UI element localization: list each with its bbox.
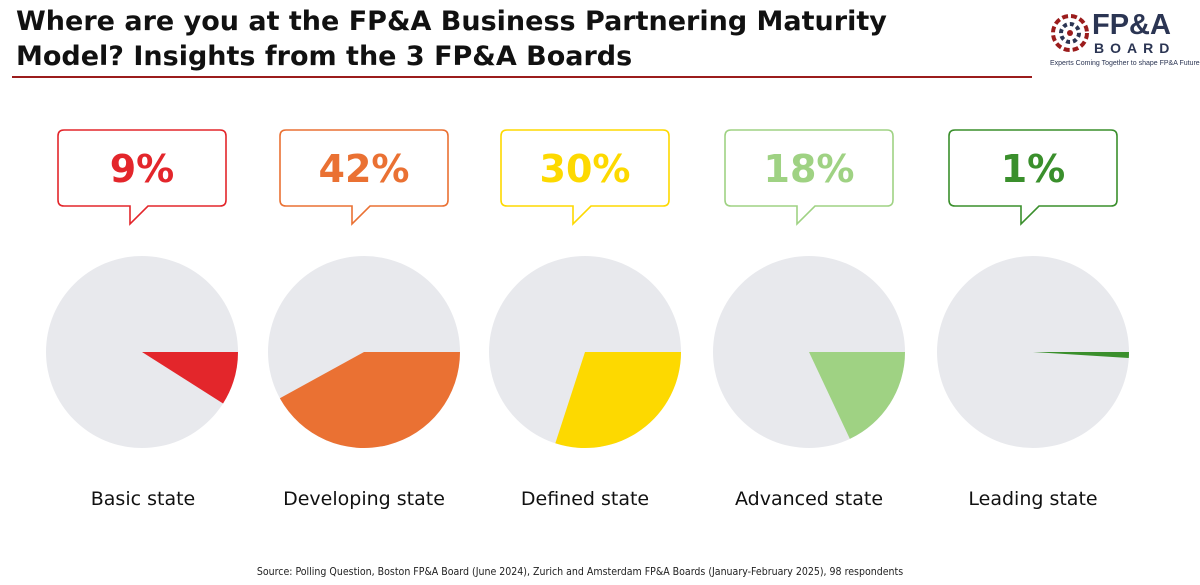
pie-slice-leading	[1033, 352, 1129, 359]
callout-bubble-basic	[57, 129, 227, 226]
pie-slice-basic	[142, 352, 238, 404]
value-label-defined: 30%	[540, 147, 631, 191]
title-underline	[12, 76, 1032, 78]
source-note: Source: Polling Question, Boston FP&A Bo…	[256, 566, 904, 578]
value-label-basic: 9%	[110, 147, 175, 191]
maturity-pie-charts: 9% 42% 30% 18% 1%	[46, 129, 1129, 449]
category-label-developing: Developing state	[283, 488, 445, 510]
category-label-leading: Leading state	[968, 488, 1098, 510]
callout-bubble-leading	[948, 129, 1118, 226]
value-label-developing: 42%	[319, 147, 410, 191]
value-label-advanced: 18%	[764, 147, 855, 191]
category-label-defined: Defined state	[520, 488, 650, 510]
logo-wordmark: FP&A	[1092, 9, 1171, 41]
title-line-2: Model? Insights from the 3 FP&A Boards	[16, 41, 633, 72]
pie-slice-developing	[279, 352, 460, 449]
logo-mark-icon	[1051, 14, 1089, 52]
fpa-board-logo: FP&A BOARD Experts Coming Together to sh…	[1048, 8, 1200, 72]
category-label-basic: Basic state	[90, 488, 196, 510]
callout-bubble-defined	[500, 129, 670, 226]
callout-bubble-advanced	[724, 129, 894, 226]
callout-bubble-developing	[279, 129, 449, 226]
category-label-advanced: Advanced state	[734, 488, 884, 510]
title-line-1: Where are you at the FP&A Business Partn…	[16, 6, 887, 37]
pie-slice-defined	[555, 352, 681, 448]
logo-subword: BOARD	[1094, 40, 1176, 56]
logo-tagline: Experts Coming Together to shape FP&A Fu…	[1050, 60, 1200, 67]
pie-slice-advanced	[809, 352, 905, 439]
value-label-leading: 1%	[1001, 147, 1066, 191]
page-title: Where are you at the FP&A Business Partn…	[16, 4, 1016, 74]
